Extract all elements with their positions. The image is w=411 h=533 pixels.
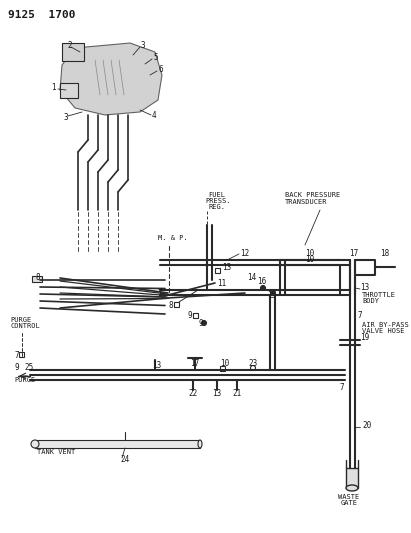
Text: PURGE: PURGE — [10, 317, 31, 323]
Text: 3: 3 — [140, 42, 145, 51]
Text: WASTE: WASTE — [338, 494, 360, 500]
Bar — [62, 43, 84, 61]
Text: 9125  1700: 9125 1700 — [8, 10, 76, 20]
Text: 17: 17 — [349, 248, 358, 257]
Bar — [220, 366, 225, 371]
Text: PURGE: PURGE — [14, 377, 35, 383]
Text: 18: 18 — [380, 248, 389, 257]
Circle shape — [250, 366, 256, 370]
Text: 7: 7 — [340, 384, 345, 392]
Text: 23: 23 — [248, 359, 257, 367]
Ellipse shape — [346, 485, 358, 491]
Text: 4: 4 — [152, 110, 157, 119]
Circle shape — [261, 286, 266, 290]
Text: AIR BY-PASS: AIR BY-PASS — [362, 322, 409, 328]
Text: 21: 21 — [232, 389, 241, 398]
Text: 2: 2 — [68, 42, 72, 51]
Text: FUEL: FUEL — [208, 192, 225, 198]
Text: 10: 10 — [305, 255, 314, 264]
Text: CONTROL: CONTROL — [10, 323, 40, 329]
Bar — [35, 440, 200, 448]
Text: GATE: GATE — [340, 500, 358, 506]
Text: 25: 25 — [24, 364, 33, 373]
Text: VALVE HOSE: VALVE HOSE — [362, 328, 404, 334]
Bar — [215, 268, 220, 273]
Bar — [60, 83, 78, 98]
Text: 8: 8 — [35, 273, 40, 282]
Text: TANK VENT: TANK VENT — [37, 449, 75, 455]
Text: M. & P.: M. & P. — [158, 235, 188, 241]
Circle shape — [201, 320, 206, 326]
Text: 7: 7 — [157, 288, 162, 297]
Text: 9: 9 — [198, 319, 203, 328]
Text: BODY: BODY — [362, 298, 379, 304]
Text: 13: 13 — [212, 389, 221, 398]
Bar — [193, 313, 198, 318]
Text: 7: 7 — [14, 351, 18, 359]
Text: 10: 10 — [305, 248, 314, 257]
Bar — [32, 276, 42, 282]
Text: 8: 8 — [168, 301, 173, 310]
Text: 16: 16 — [257, 278, 266, 287]
Text: 20: 20 — [362, 421, 371, 430]
Text: THROTTLE: THROTTLE — [362, 292, 396, 298]
Text: BACK PRESSURE: BACK PRESSURE — [285, 192, 340, 198]
Text: 15: 15 — [267, 292, 276, 301]
Polygon shape — [60, 43, 162, 115]
Bar — [19, 352, 24, 357]
Text: 13: 13 — [360, 284, 369, 293]
Text: 22: 22 — [188, 389, 197, 398]
Text: 6: 6 — [158, 66, 163, 75]
Ellipse shape — [31, 440, 39, 448]
Text: 9: 9 — [14, 364, 18, 373]
Text: 24: 24 — [120, 456, 129, 464]
Text: 1: 1 — [51, 84, 56, 93]
Text: 7: 7 — [358, 311, 363, 319]
Text: 10: 10 — [220, 359, 229, 367]
Text: TRANSDUCER: TRANSDUCER — [285, 199, 328, 205]
Text: 14: 14 — [247, 273, 256, 282]
Text: 11: 11 — [217, 279, 226, 288]
Text: 13: 13 — [152, 360, 161, 369]
Bar — [174, 302, 179, 307]
Text: 19: 19 — [360, 334, 369, 343]
Circle shape — [270, 290, 275, 295]
Text: 12: 12 — [240, 248, 249, 257]
Text: 17: 17 — [190, 359, 199, 367]
Bar — [346, 468, 358, 488]
Text: REG.: REG. — [208, 204, 225, 210]
Text: 3: 3 — [64, 112, 68, 122]
Ellipse shape — [198, 440, 202, 448]
Text: 13: 13 — [222, 263, 231, 272]
Text: 5: 5 — [153, 53, 158, 62]
Text: PRESS.: PRESS. — [205, 198, 231, 204]
Text: 9: 9 — [187, 311, 192, 320]
